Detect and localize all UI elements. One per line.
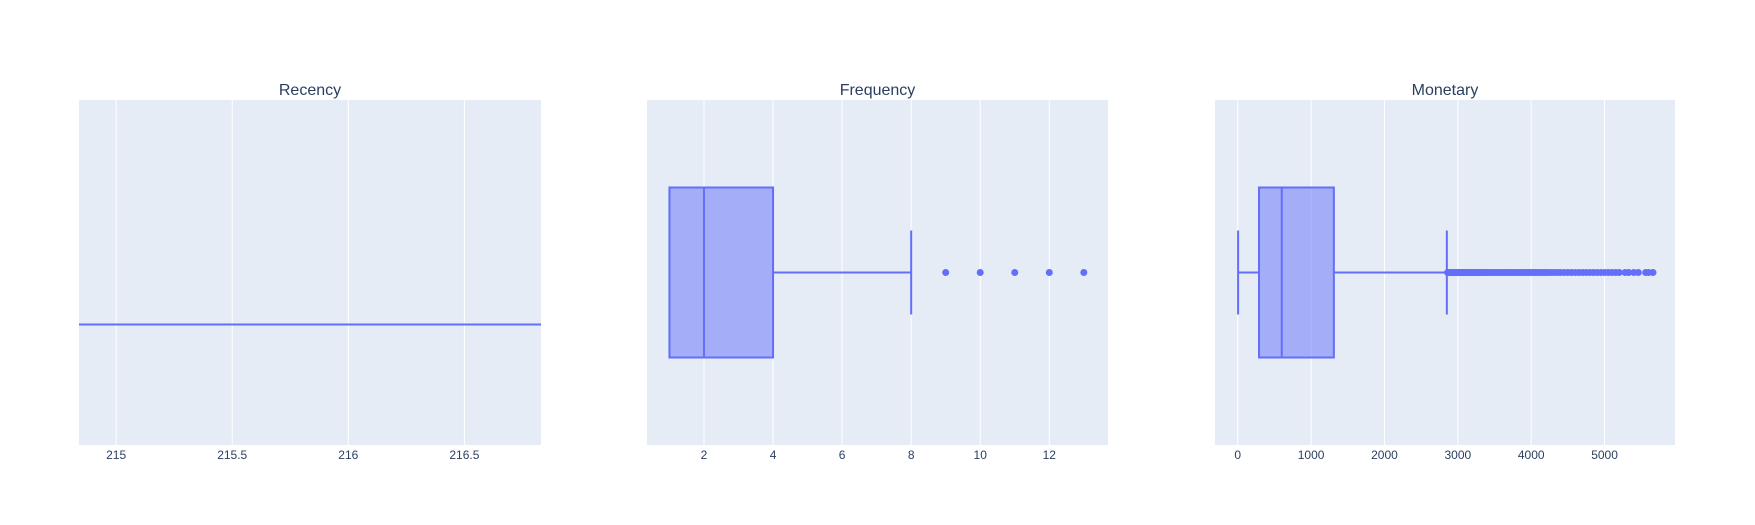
box-iqr: [1258, 186, 1335, 359]
subplot-1: 215 215.5 216 216.5 Recency: [79, 82, 541, 462]
outlier-point: [1625, 269, 1633, 276]
x-tick-label: 2: [701, 448, 708, 462]
x-tick-label: 3000: [1444, 448, 1471, 462]
subplot-2: 2 4 6 8 10 12 Frequency: [647, 82, 1108, 462]
x-tick-label: 1000: [1298, 448, 1325, 462]
outlier-point: [976, 269, 984, 276]
plot-area: [79, 100, 541, 445]
subplot-title: Recency: [279, 82, 341, 99]
outlier-point: [1080, 269, 1088, 276]
subplot-title: Frequency: [840, 82, 916, 99]
x-tick-label: 216.5: [449, 448, 479, 462]
x-tick-label: 6: [839, 448, 846, 462]
subplot-title: Monetary: [1412, 82, 1479, 99]
x-tick-label: 0: [1234, 448, 1241, 462]
x-tick-label: 10: [974, 448, 988, 462]
x-tick-label: 4: [770, 448, 777, 462]
x-tick-label: 5000: [1591, 448, 1618, 462]
box-iqr: [668, 186, 775, 359]
outlier-point: [1011, 269, 1019, 276]
outlier-point: [942, 269, 950, 276]
x-tick-label: 4000: [1518, 448, 1545, 462]
x-tick-label: 215.5: [217, 448, 247, 462]
x-tick-label: 2000: [1371, 448, 1398, 462]
x-tick-label: 12: [1043, 448, 1057, 462]
subplot-3: 0 1000 2000 3000 4000 5000 Monetary: [1215, 82, 1675, 462]
outlier-point: [1649, 269, 1657, 276]
outlier-point: [1615, 269, 1623, 276]
outlier-point: [1045, 269, 1053, 276]
x-tick-label: 8: [908, 448, 915, 462]
x-tick-label: 215: [106, 448, 126, 462]
outlier-point: [1634, 269, 1642, 276]
x-tick-label: 216: [338, 448, 358, 462]
